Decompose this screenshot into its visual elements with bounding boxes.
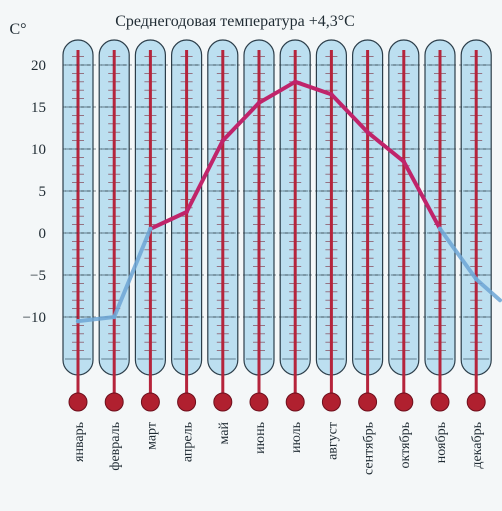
data-point-август xyxy=(329,92,334,97)
month-label-3: март xyxy=(144,422,159,450)
thermometer-bulb xyxy=(394,392,414,412)
month-label-5: май xyxy=(217,422,232,445)
line-segment-8 xyxy=(329,92,370,135)
month-label-12: декабрь xyxy=(470,422,485,469)
data-point-январь xyxy=(75,319,81,324)
month-label-1: январь xyxy=(72,422,87,462)
thermometer-3 xyxy=(134,39,166,412)
thermometer-bulb xyxy=(249,392,269,412)
thermometer-bulb xyxy=(68,392,88,412)
month-label-10: октябрь xyxy=(398,422,413,469)
thermometer-bulb xyxy=(285,392,305,412)
data-point-февраль xyxy=(112,314,117,320)
month-label-2: февраль xyxy=(108,422,123,471)
data-point-октябрь xyxy=(401,159,406,164)
thermometer-bulb xyxy=(140,392,160,412)
y-tick-label: 20 xyxy=(31,58,46,74)
thermometer-4 xyxy=(171,39,203,412)
thermometer-bulb xyxy=(321,392,341,412)
thermometer-bulb xyxy=(358,392,378,412)
thermometer-6 xyxy=(243,39,275,412)
month-label-6: июнь xyxy=(253,422,268,454)
thermometer-7 xyxy=(279,39,311,412)
data-point-декабрь xyxy=(474,277,479,282)
line-segment-6 xyxy=(257,79,298,105)
thermometer-2 xyxy=(98,39,130,412)
line-segment-4 xyxy=(184,138,225,214)
y-tick-label: 10 xyxy=(31,142,46,158)
thermometer-bulb xyxy=(213,392,233,412)
month-label-4: апрель xyxy=(181,422,196,462)
line-segment-2 xyxy=(112,226,153,319)
thermometer-bulb xyxy=(104,392,124,412)
temperature-line xyxy=(75,79,502,324)
line-segment-11 xyxy=(438,226,479,282)
month-label-7: июль xyxy=(289,422,304,453)
y-tick-label: −5 xyxy=(30,268,46,284)
y-tick-label: −10 xyxy=(23,310,46,326)
month-label-8: август xyxy=(325,422,340,460)
line-segment-1 xyxy=(76,315,117,324)
data-point-ноябрь xyxy=(437,226,443,231)
thermometer-bulb xyxy=(466,392,486,412)
data-point-март xyxy=(148,226,153,231)
thermometer-10 xyxy=(388,39,420,412)
thermometer-1 xyxy=(62,39,94,412)
data-point-июль xyxy=(293,79,298,85)
thermometer-9 xyxy=(352,39,384,412)
data-point-июнь xyxy=(256,100,262,106)
thermometer-12 xyxy=(460,39,492,412)
line-segment-5 xyxy=(220,100,261,143)
thermometer-5 xyxy=(207,39,239,412)
y-tick-label: 15 xyxy=(31,100,46,116)
thermometers-group xyxy=(62,39,492,412)
thermometer-bulb xyxy=(177,392,197,412)
line-segment-9 xyxy=(365,130,406,164)
thermometer-11 xyxy=(424,39,456,412)
y-axis-ticks: 20 15 10 5 0 −5 −10 xyxy=(23,58,46,326)
data-point-сентябрь xyxy=(365,130,370,135)
month-label-11: ноябрь xyxy=(434,422,449,463)
y-axis-unit-label: С° xyxy=(9,21,26,38)
thermometer-8 xyxy=(315,39,347,412)
y-tick-label: 5 xyxy=(39,184,47,200)
data-point-апрель xyxy=(184,209,189,215)
data-point-май xyxy=(220,138,225,143)
line-segment-3 xyxy=(148,210,189,231)
line-segment-7 xyxy=(293,79,334,97)
month-labels: январь февраль март апрель май июнь июль август… xyxy=(72,422,485,475)
y-tick-label: 0 xyxy=(39,226,47,242)
thermometer-bulb xyxy=(430,392,450,412)
line-segment-tail xyxy=(474,277,502,303)
line-segment-10 xyxy=(401,159,442,231)
month-label-9: сентябрь xyxy=(362,422,377,475)
chart-title: Среднегодовая температура +4,3°C xyxy=(115,13,355,30)
